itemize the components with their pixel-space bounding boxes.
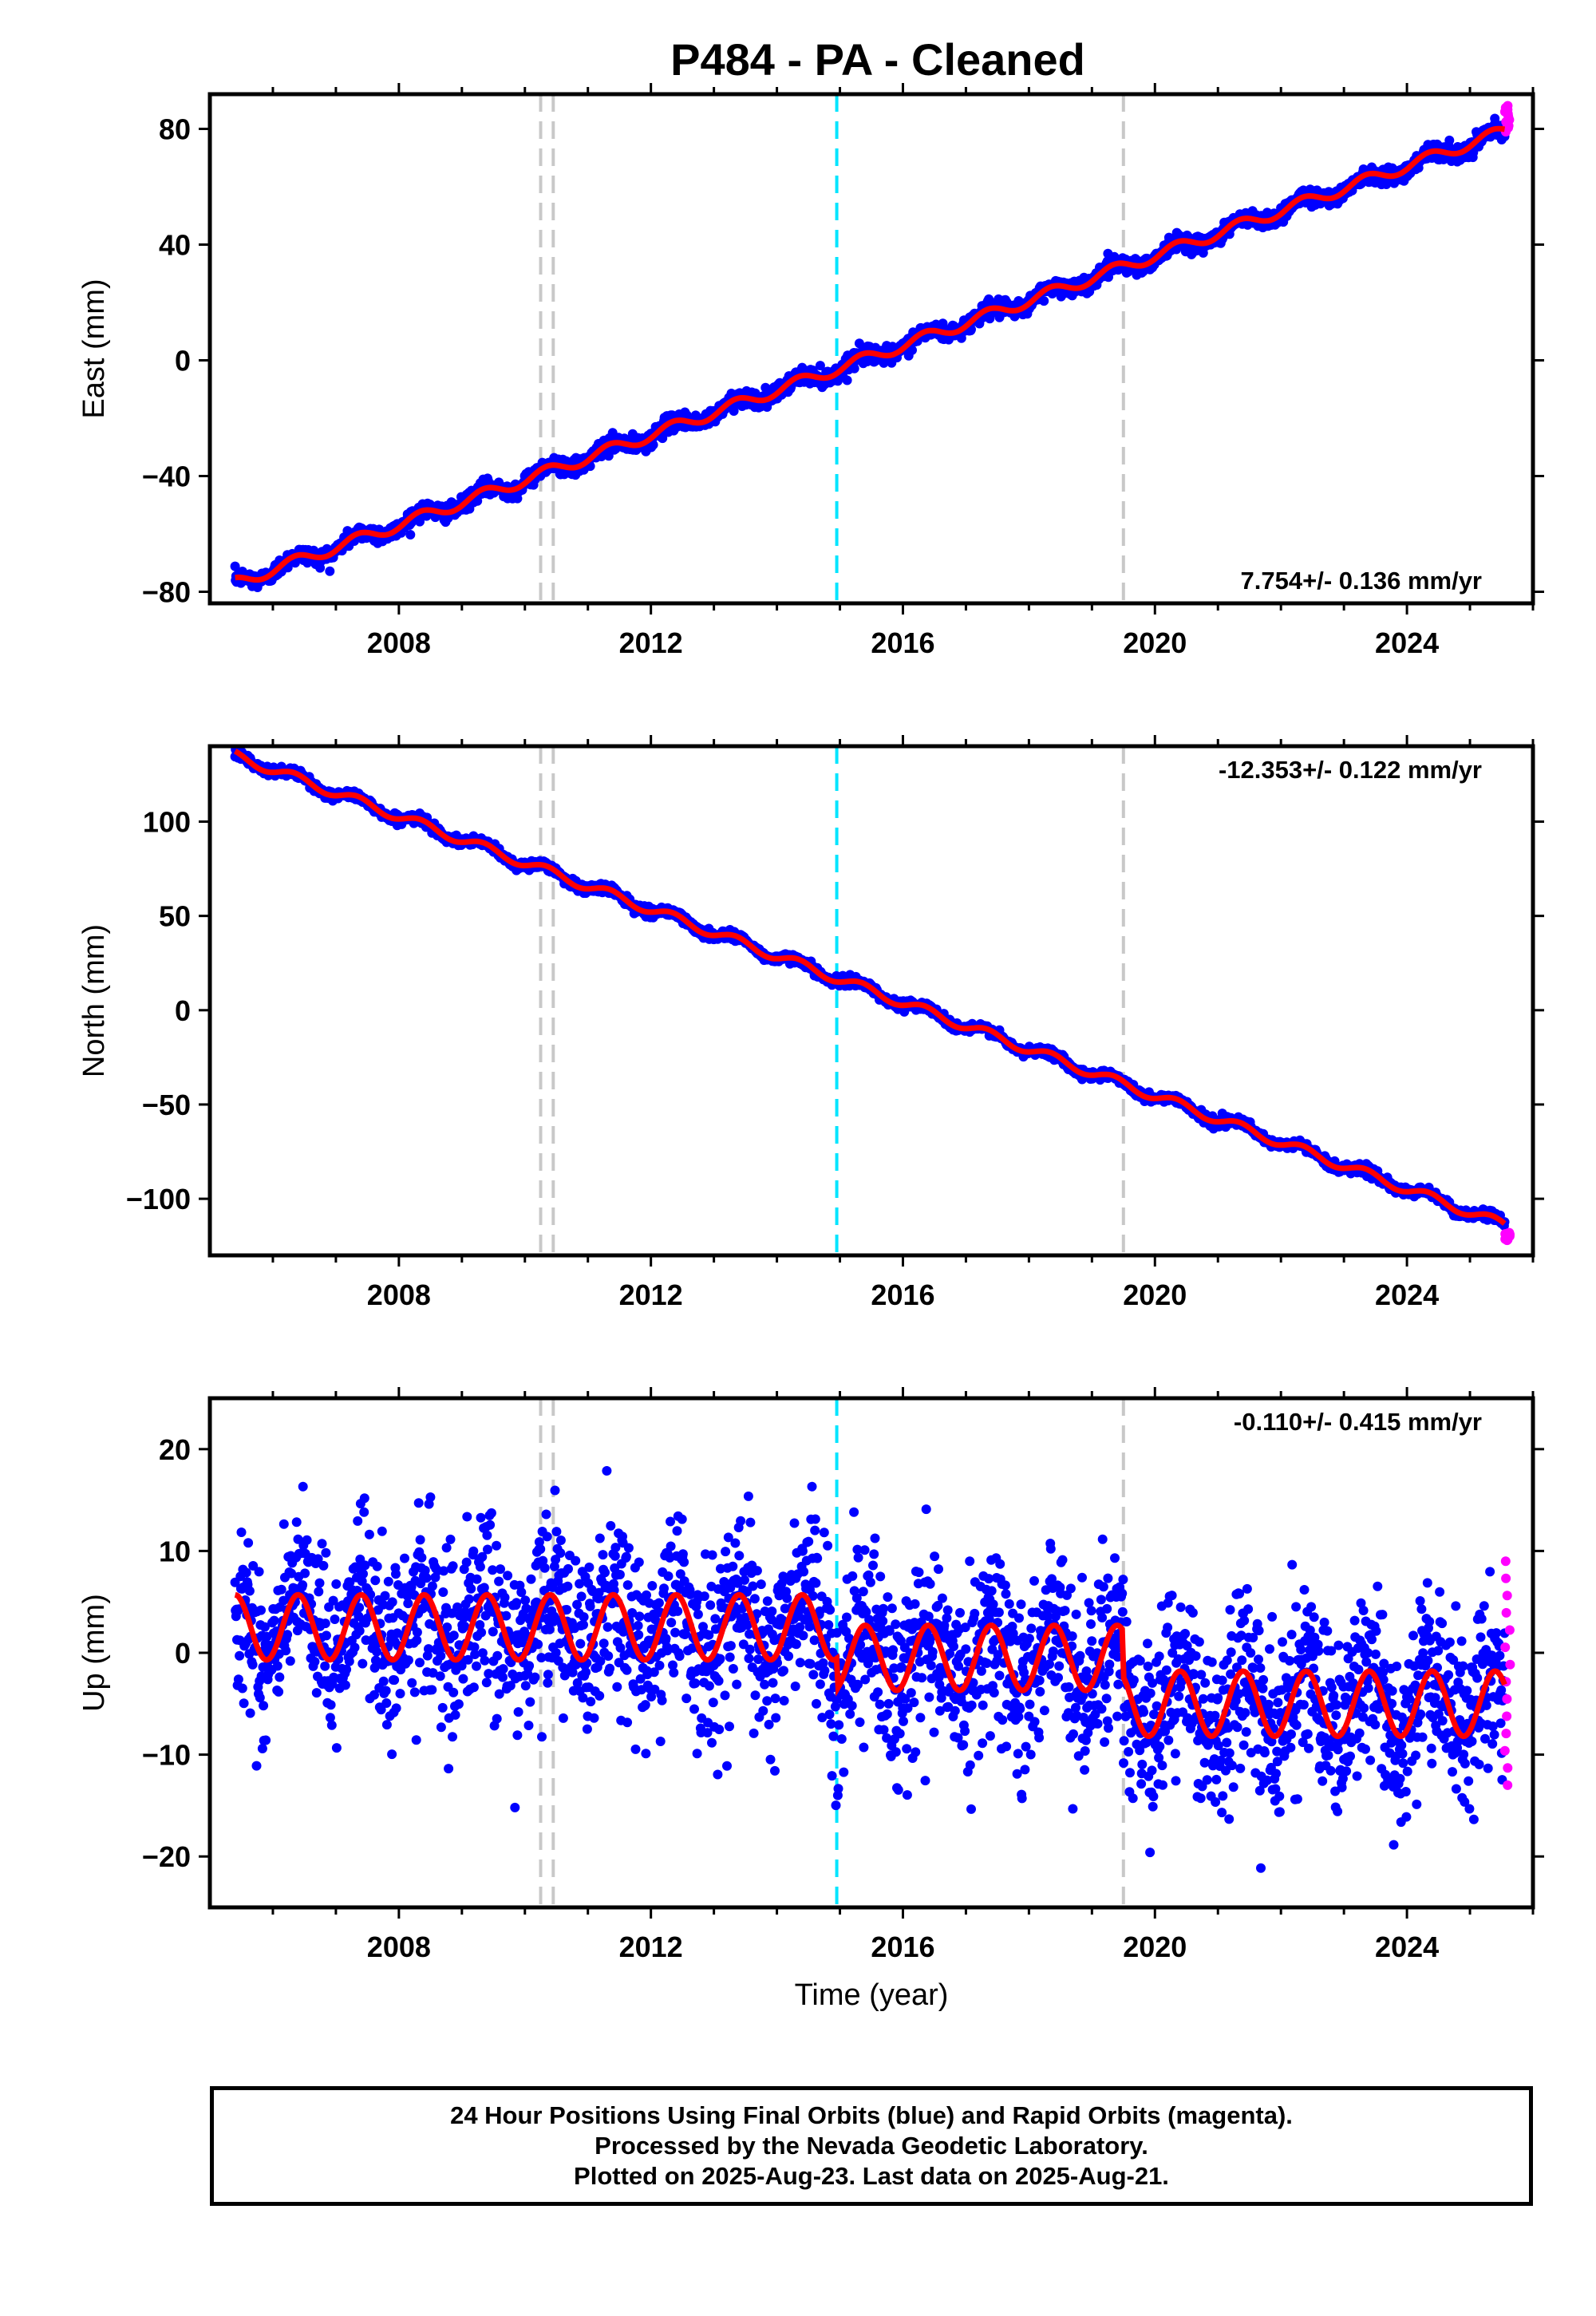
data-point [1039,296,1049,306]
chart-title: P484 - PA - Cleaned [670,34,1085,85]
data-point [325,566,335,576]
x-tick-label: 2024 [1375,626,1439,659]
x-tick-label: 2016 [871,626,934,659]
east-panel: 2008 2012 2016 2020 2024 −80 −40 0 40 80 East (mm)… [77,83,1544,659]
x-tick-label: 2020 [1123,626,1187,659]
rate-label: 7.754+/- 0.136 mm/yr [1241,567,1482,595]
rapid-data-point [1503,101,1513,111]
data-point [1444,135,1455,145]
data-point [405,530,416,539]
model-fit-line [235,125,1506,583]
data-point [315,563,326,573]
x-tick-label: 2008 [367,626,431,659]
y-tick-label: 80 [159,113,191,146]
y-tick-label: −80 [142,576,191,609]
y-tick-label: 0 [175,345,191,377]
y-tick-label: −40 [142,460,191,493]
y-tick-label: 40 [159,229,191,262]
data-point [842,375,852,385]
x-tick-label: 2012 [619,626,683,659]
y-axis-title: East (mm) [77,279,111,418]
